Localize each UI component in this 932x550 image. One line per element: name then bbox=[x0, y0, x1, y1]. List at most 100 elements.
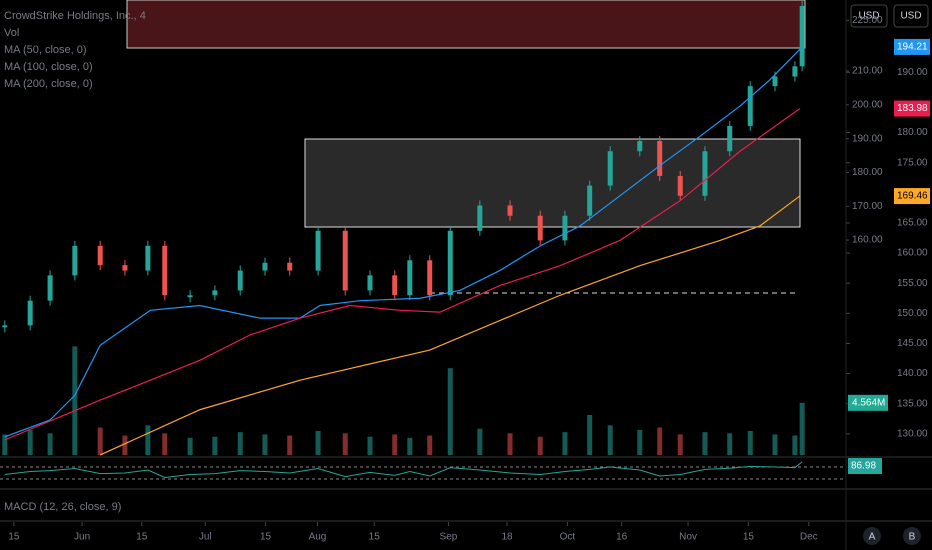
scale-button[interactable] bbox=[863, 527, 881, 545]
candle bbox=[799, 6, 805, 67]
volume-bar bbox=[537, 436, 543, 455]
x-tick-label: Jun bbox=[74, 532, 90, 543]
last-value-bg bbox=[894, 100, 930, 117]
scale-button-label[interactable]: B bbox=[909, 532, 916, 543]
volume-bar bbox=[187, 437, 193, 455]
candle bbox=[607, 151, 613, 186]
volume-bar bbox=[237, 432, 243, 455]
last-value-label: 194.21 bbox=[897, 42, 928, 53]
last-value-bg bbox=[894, 188, 930, 205]
volume-bar bbox=[799, 402, 805, 455]
x-tick-label: 16 bbox=[616, 532, 628, 543]
rsi-label: 86.98 bbox=[851, 461, 876, 472]
candle bbox=[237, 270, 243, 291]
legend-entry: Vol bbox=[4, 27, 19, 39]
y-tick-label: 130.00 bbox=[897, 428, 928, 439]
y-tick-label: 190.00 bbox=[897, 67, 928, 78]
candle bbox=[162, 245, 168, 296]
chart-title: CrowdStrike Holdings, Inc., 4 bbox=[4, 10, 146, 22]
candle bbox=[702, 151, 708, 196]
candle bbox=[287, 262, 293, 271]
y-tick-label: 135.00 bbox=[897, 398, 928, 409]
volume-bar bbox=[587, 415, 593, 455]
volume-bar bbox=[367, 436, 373, 455]
drawings bbox=[126, 0, 806, 294]
x-tick-label: 15 bbox=[369, 532, 381, 543]
x-tick-label: Nov bbox=[679, 532, 697, 543]
volume-label: 4.564M bbox=[852, 397, 885, 408]
volume-bar bbox=[145, 425, 151, 455]
currency-button-label[interactable]: USD bbox=[900, 11, 921, 22]
volume-bar bbox=[607, 425, 613, 455]
candle bbox=[2, 325, 8, 328]
volume-bar bbox=[262, 434, 268, 455]
scale-button[interactable] bbox=[903, 527, 921, 545]
candle bbox=[507, 205, 513, 216]
candle bbox=[27, 300, 33, 326]
candle bbox=[747, 86, 753, 126]
currency-button[interactable] bbox=[850, 4, 888, 28]
volume-bar bbox=[122, 435, 128, 455]
range-box bbox=[304, 138, 801, 228]
x-tick-label: Jul bbox=[199, 532, 212, 543]
volume-bar bbox=[2, 434, 8, 455]
x-tick-label: Dec bbox=[800, 532, 818, 543]
currency-button[interactable] bbox=[893, 4, 929, 28]
candle bbox=[262, 262, 268, 271]
volume-bar bbox=[792, 435, 798, 455]
y-tick-label: 155.00 bbox=[897, 278, 928, 289]
candle bbox=[587, 185, 593, 216]
candle bbox=[537, 215, 543, 241]
x-tick-label: 15 bbox=[743, 532, 755, 543]
volume-bar bbox=[747, 431, 753, 455]
volume-bar bbox=[772, 434, 778, 455]
candle bbox=[637, 141, 643, 152]
candle bbox=[72, 245, 78, 276]
last-value-label: 183.98 bbox=[897, 103, 928, 114]
x-tick-label: 15 bbox=[8, 532, 20, 543]
legend-entry: MA (50, close, 0) bbox=[4, 44, 87, 56]
legend-entry: MA (200, close, 0) bbox=[4, 78, 93, 90]
legend-entry: MA (100, close, 0) bbox=[4, 61, 93, 73]
candle bbox=[187, 295, 193, 298]
candle bbox=[342, 230, 348, 291]
volume-bar bbox=[677, 434, 683, 455]
rsi-label-bg bbox=[848, 458, 882, 474]
y-tick-label: 150.00 bbox=[897, 308, 928, 319]
y2-tick-label: 210.00 bbox=[852, 66, 883, 77]
resistance-box bbox=[126, 0, 806, 49]
ma-line bbox=[4, 108, 801, 441]
candle bbox=[657, 141, 663, 176]
y2-tick-label: 180.00 bbox=[852, 167, 883, 178]
candle bbox=[122, 265, 128, 271]
candle bbox=[792, 66, 798, 77]
y2-tick-label: 160.00 bbox=[852, 235, 883, 246]
y2-tick-label: 225.00 bbox=[852, 15, 883, 26]
candle bbox=[315, 230, 321, 271]
x-tick-label: Sep bbox=[440, 532, 458, 543]
scale-button-label[interactable]: A bbox=[869, 532, 876, 543]
candle bbox=[392, 275, 398, 296]
candle bbox=[727, 125, 733, 152]
volume-bar bbox=[407, 437, 413, 455]
volume-bar bbox=[727, 433, 733, 455]
candle bbox=[677, 175, 683, 196]
volume-bar bbox=[702, 432, 708, 455]
volume-bar bbox=[507, 433, 513, 455]
x-tick-label: 18 bbox=[501, 532, 513, 543]
candle bbox=[212, 290, 218, 296]
candle bbox=[447, 230, 453, 296]
volume-bar bbox=[47, 433, 53, 455]
candle bbox=[145, 245, 151, 271]
volume-bar bbox=[27, 429, 33, 455]
y2-tick-label: 200.00 bbox=[852, 99, 883, 110]
y-tick-label: 175.00 bbox=[897, 157, 928, 168]
candle bbox=[407, 260, 413, 296]
last-value-bg bbox=[894, 38, 930, 55]
volume-bar bbox=[342, 433, 348, 455]
volume-bar bbox=[477, 428, 483, 455]
currency-button-label[interactable]: USD bbox=[858, 11, 879, 22]
y2-tick-label: 170.00 bbox=[852, 201, 883, 212]
